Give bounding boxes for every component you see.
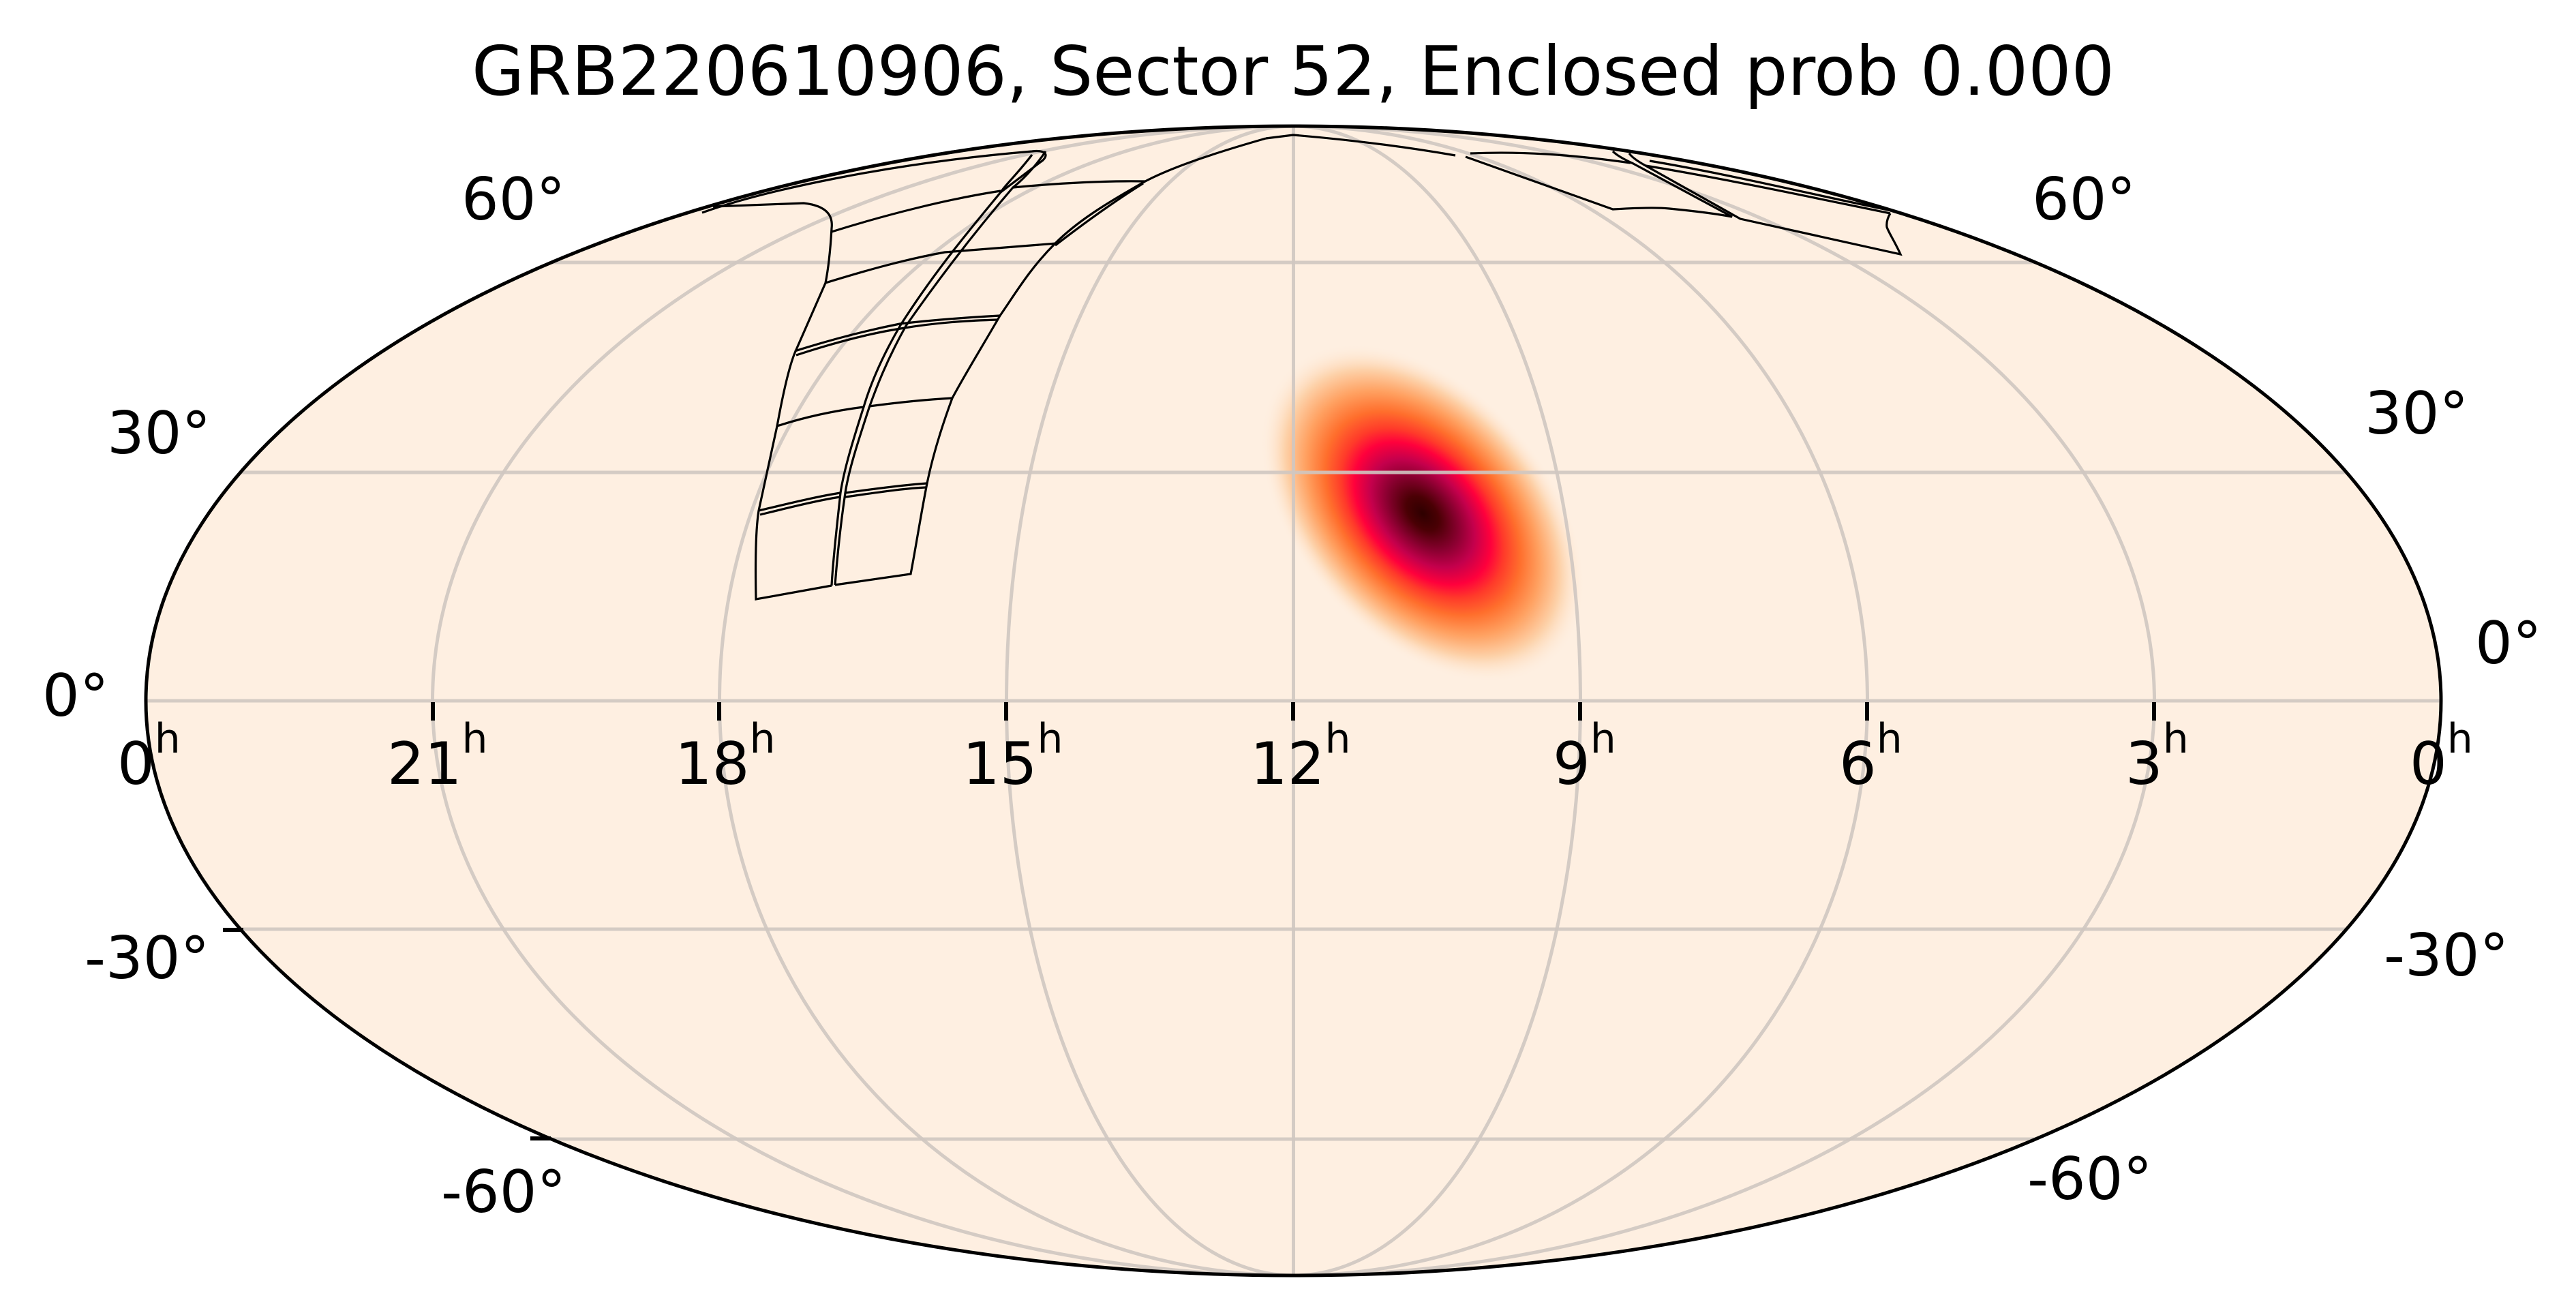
ra-label-21h: 21h	[387, 715, 487, 798]
dec-tick-marks	[223, 928, 551, 1140]
dec-label-30-right: 30°	[2365, 380, 2468, 448]
footprint-group-right	[1465, 150, 1903, 256]
dec-label-60-right: 60°	[2032, 166, 2136, 234]
probability-region	[1260, 344, 1585, 683]
dec-label-minus60-left: -60°	[441, 1158, 566, 1226]
sky-outline	[144, 124, 2443, 1278]
ra-label-6h: 6h	[1839, 715, 1903, 798]
ra-tick-labels: 0h 21h 18h 15h 12h 9h 6h 3h 0h	[117, 715, 2473, 798]
meridians-grid	[431, 126, 2156, 1275]
dec-label-minus30-right: -30°	[2384, 922, 2509, 990]
ra-tick-marks	[431, 702, 2156, 721]
dec-tick-labels-left: 60° 30° 0° -30° -60°	[42, 166, 566, 1226]
footprint-group-left	[701, 134, 1456, 601]
dec-label-30-left: 30°	[107, 399, 211, 468]
ra-label-15h: 15h	[963, 715, 1063, 798]
ra-label-0h-right: 0h	[2410, 715, 2473, 798]
ra-label-0h-left: 0h	[117, 715, 181, 798]
plot-title: GRB220610906, Sector 52, Enclosed prob 0…	[472, 31, 2115, 111]
dec-label-60-left: 60°	[461, 166, 565, 234]
ra-label-12h: 12h	[1250, 715, 1350, 798]
dec-label-0-right: 0°	[2475, 609, 2542, 678]
dec-label-minus30-left: -30°	[85, 924, 209, 993]
dec-tick-labels-right: 60° 30° 0° -30° -60°	[2027, 166, 2542, 1213]
ra-label-18h: 18h	[675, 715, 775, 798]
ra-label-9h: 9h	[1553, 715, 1616, 798]
ra-label-3h: 3h	[2125, 715, 2189, 798]
dec-label-0-left: 0°	[42, 662, 109, 730]
dec-label-minus60-right: -60°	[2027, 1145, 2152, 1213]
